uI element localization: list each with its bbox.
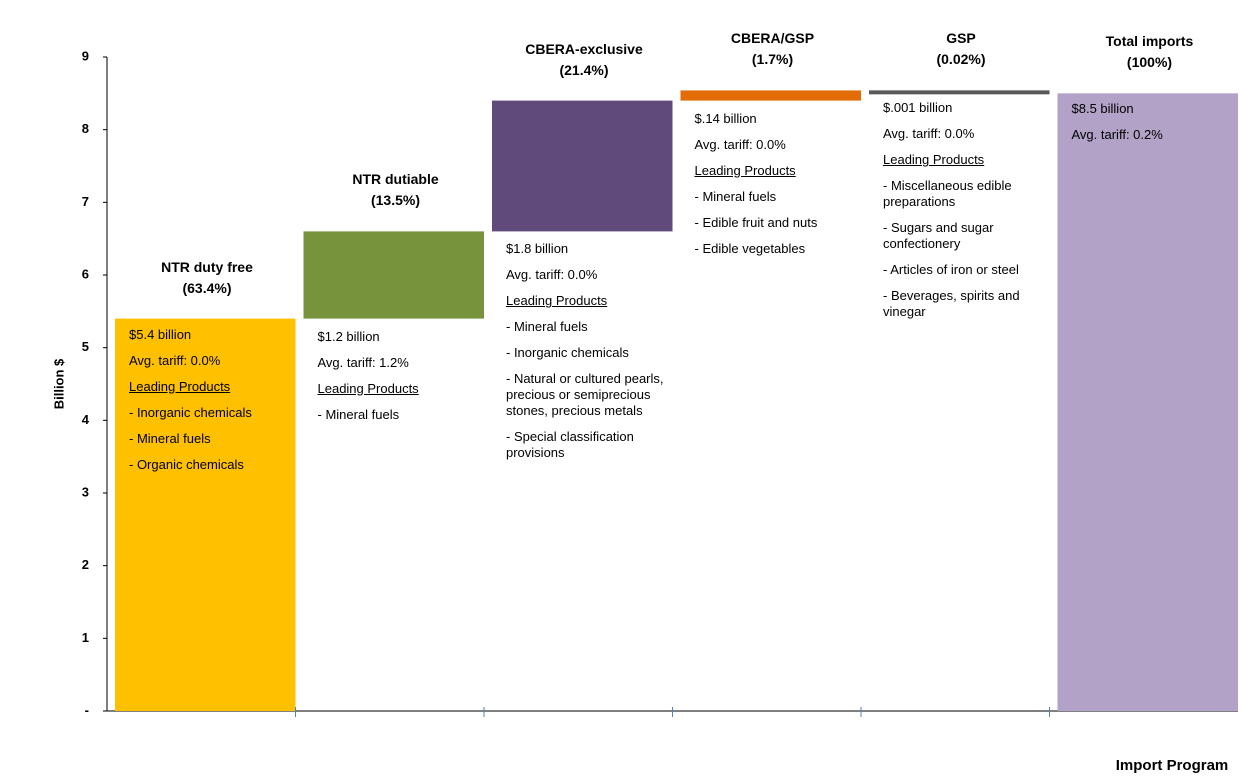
product: - Sugars and sugar confectionery — [883, 220, 994, 252]
y-axis-label: Billion $ — [51, 358, 66, 409]
category-share: (21.4%) — [559, 61, 609, 78]
products-heading: Leading Products — [506, 293, 608, 309]
avg-tariff: Avg. tariff: 1.2% — [317, 354, 409, 370]
value-label: $1.8 billion — [506, 241, 569, 257]
info-block: $8.5 billion Avg. tariff: 0.2% — [1072, 101, 1232, 153]
category-name: NTR dutiable — [352, 171, 439, 188]
y-tick-label: 6 — [82, 266, 89, 281]
bar — [1057, 93, 1238, 712]
info-block: $.14 billion Avg. tariff: 0.0% Leading Pro… — [695, 111, 855, 267]
category-name: Total imports — [1105, 33, 1194, 50]
product: - Mineral fuels — [694, 188, 777, 204]
product: - Articles of iron or steel — [883, 262, 1019, 278]
y-tick-label: 1 — [82, 630, 89, 645]
avg-tariff: Avg. tariff: 0.0% — [129, 352, 221, 368]
product: - Mineral fuels — [317, 406, 400, 422]
info-block: $5.4 billion Avg. tariff: 0.0% Leading Pro… — [129, 327, 289, 483]
y-tick-label: 4 — [82, 412, 90, 427]
avg-tariff: Avg. tariff: 0.0% — [506, 267, 598, 283]
category-share: (63.4%) — [182, 279, 232, 296]
product: - Natural or cultured pearls, precious o… — [506, 371, 664, 419]
y-tick-label: 5 — [82, 339, 89, 354]
avg-tariff: Avg. tariff: 0.0% — [694, 136, 786, 152]
products-heading: Leading Products — [317, 380, 419, 396]
bar — [869, 90, 1050, 95]
category-name: GSP — [946, 30, 976, 47]
avg-tariff: Avg. tariff: 0.2% — [1071, 127, 1163, 143]
bar — [680, 90, 861, 101]
bar — [115, 318, 296, 711]
product: - Edible vegetables — [694, 240, 806, 256]
category-title: GSP (0.02%) — [867, 28, 1055, 70]
products-heading: Leading Products — [883, 152, 985, 168]
bar — [303, 231, 484, 319]
product: - Miscellaneous edible preparations — [883, 178, 1012, 210]
category-title: CBERA/GSP (1.7%) — [679, 28, 867, 70]
product: - Edible fruit and nuts — [694, 214, 818, 230]
value-label: $.001 billion — [883, 100, 953, 116]
products-heading: Leading Products — [694, 162, 796, 178]
product: - Beverages, spirits and vinegar — [883, 288, 1020, 320]
value-label: $8.5 billion — [1071, 101, 1134, 117]
category-title: CBERA-exclusive (21.4%) — [490, 39, 678, 81]
products-heading: Leading Products — [129, 378, 231, 394]
category-name: CBERA/GSP — [730, 30, 815, 47]
value-label: $5.4 billion — [129, 326, 192, 342]
y-tick-label: - — [85, 702, 89, 717]
category-title: NTR dutiable (13.5%) — [302, 169, 490, 211]
category-share: (100%) — [1126, 54, 1173, 71]
y-tick-label: 8 — [82, 121, 89, 136]
info-block: $1.8 billion Avg. tariff: 0.0% Leading Pro… — [506, 241, 666, 471]
category-share: (0.02%) — [936, 51, 986, 68]
x-axis-label: Import Program — [1116, 757, 1229, 774]
value-label: $.14 billion — [694, 110, 757, 126]
category-name: NTR duty free — [161, 258, 253, 275]
product: - Special classification provisions — [506, 429, 634, 461]
product: - Organic chemicals — [129, 456, 244, 472]
category-name: CBERA-exclusive — [525, 40, 643, 57]
info-block: $.001 billion Avg. tariff: 0.0% Leading Pr… — [883, 100, 1043, 330]
y-tick-label: 7 — [82, 194, 89, 209]
y-tick-label: 2 — [82, 557, 89, 572]
category-title: Total imports (100%) — [1056, 31, 1243, 73]
category-share: (13.5%) — [370, 192, 421, 209]
category-title: NTR duty free (63.4%) — [113, 257, 301, 299]
avg-tariff: Avg. tariff: 0.0% — [883, 126, 975, 142]
product: - Inorganic chemicals — [129, 404, 252, 420]
category-share: (1.7%) — [751, 51, 794, 68]
value-label: $1.2 billion — [317, 328, 380, 344]
product: - Inorganic chemicals — [506, 345, 629, 361]
product: - Mineral fuels — [506, 319, 588, 335]
product: - Mineral fuels — [129, 430, 211, 446]
y-tick-label: 3 — [82, 484, 89, 499]
y-tick-label: 9 — [82, 48, 89, 63]
bar — [492, 100, 673, 232]
info-block: $1.2 billion Avg. tariff: 1.2% Leading Pro… — [318, 329, 478, 433]
